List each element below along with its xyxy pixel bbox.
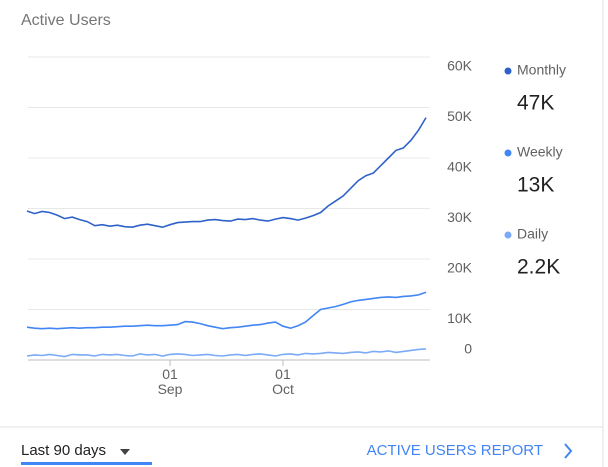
x-tick-label: 01 Oct [272,366,294,397]
y-tick-label: 60K [447,58,473,74]
report-link-text[interactable]: ACTIVE USERS REPORT [367,442,543,459]
chart-title: Active Users [21,12,111,29]
legend-dot [504,231,512,239]
y-tick-label: 20K [447,260,473,276]
series-line [26,348,427,358]
legend-value: 47K [517,92,554,115]
range-selector[interactable]: Last 90 days [21,442,152,465]
y-tick-label: 10K [447,310,473,326]
x-tick-label: 01 Sep [158,366,183,397]
legend-value: 2.2K [517,256,560,279]
y-tick-label: 0 [464,341,472,357]
legend-label: Weekly [517,144,563,160]
chevron [564,443,573,459]
y-tick-label: 40K [447,159,473,175]
legend-value: 13K [517,174,554,197]
report-link[interactable]: ACTIVE USERS REPORT [367,442,573,459]
legend-label: Monthly [517,62,566,78]
dropdown-arrow [120,449,130,455]
series-line [26,291,427,330]
y-tick-label: 30K [447,209,473,225]
range-underline [21,462,152,465]
legend-dot [504,149,512,157]
legend-label: Daily [517,226,548,242]
series-line [26,117,427,229]
y-tick-label: 50K [447,108,473,124]
legend-dot [504,67,512,75]
range-label[interactable]: Last 90 days [21,442,106,459]
